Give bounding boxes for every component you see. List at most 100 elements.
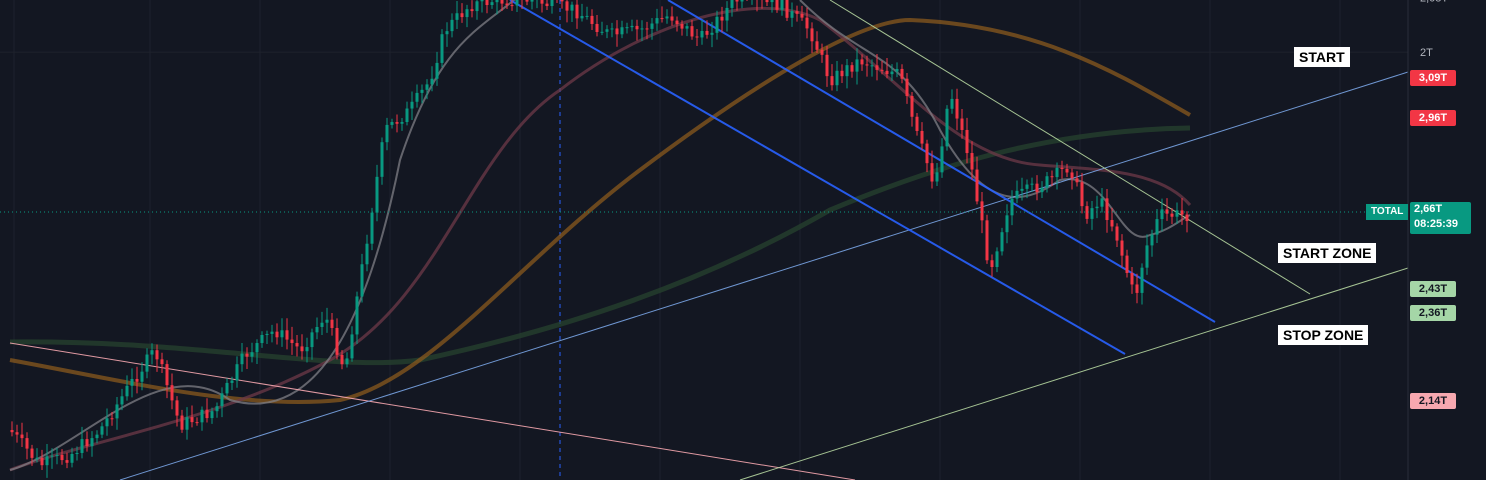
y-tick-label: 2T (1420, 47, 1433, 59)
candle-body (865, 64, 869, 66)
candle-body (100, 426, 104, 435)
candle-body (475, 1, 479, 12)
candle-body (240, 353, 244, 365)
candle-body (995, 251, 999, 268)
candle-body (670, 16, 674, 21)
candle-body (325, 319, 329, 323)
candle-body (330, 319, 334, 328)
candle-body (1020, 188, 1024, 191)
candle-body (620, 27, 624, 35)
candle-body (385, 124, 389, 143)
candle-body (175, 400, 179, 416)
candle-body (625, 27, 629, 29)
candle-body (505, 3, 509, 6)
candle-body (260, 334, 264, 344)
candle-body (880, 69, 884, 71)
candle-body (600, 31, 604, 33)
candle-body (835, 70, 839, 86)
candle-body (1180, 210, 1184, 215)
candle-body (80, 439, 84, 453)
candle-body (1140, 267, 1144, 293)
candle-body (270, 331, 274, 334)
candle-body (420, 89, 424, 93)
candle-body (945, 108, 949, 147)
candle-body (470, 9, 474, 12)
candle-body (630, 25, 634, 28)
candle-body (935, 172, 939, 182)
candle-body (1090, 208, 1094, 219)
candle-body (285, 330, 289, 340)
candle-body (1115, 226, 1119, 241)
candle-body (645, 28, 649, 30)
candle-body (155, 350, 159, 360)
candle-body (1130, 272, 1134, 285)
level-tag-3-09: 3,09T (1410, 70, 1456, 86)
candle-body (875, 65, 879, 70)
candle-body (1150, 234, 1154, 246)
candle-body (140, 371, 144, 382)
ma-slow (9, 17, 1191, 404)
candle-body (65, 460, 69, 463)
candle-body (565, 1, 569, 11)
candle-body (940, 146, 944, 173)
candle-body (360, 264, 364, 297)
candle-body (85, 439, 89, 447)
candle-body (530, 0, 534, 2)
candle-body (280, 330, 284, 338)
candle-body (415, 92, 419, 102)
candle-body (700, 30, 704, 38)
candle-body (810, 28, 814, 42)
candle-body (145, 354, 149, 372)
candle-body (915, 116, 919, 131)
candle-body (250, 352, 254, 357)
candle-body (230, 380, 234, 383)
candle-body (735, 0, 739, 2)
candle-countdown: 08:25:39 (1414, 218, 1459, 230)
candle-body (115, 404, 119, 419)
candle-body (680, 24, 684, 29)
candle-body (970, 153, 974, 170)
start-zone-note[interactable]: START ZONE (1278, 243, 1377, 263)
candle-body (785, 0, 789, 18)
candle-body (1025, 184, 1029, 189)
candle-body (1050, 176, 1054, 178)
candle-body (920, 130, 924, 144)
candle-body (795, 11, 799, 14)
start-note[interactable]: START (1294, 47, 1350, 67)
candle-body (1040, 187, 1044, 193)
candle-body (25, 438, 29, 449)
candle-body (450, 19, 454, 32)
level-tag-2-96: 2,96T (1410, 110, 1456, 126)
candle-body (1080, 182, 1084, 207)
ma-fast (9, 0, 1191, 471)
candle-body (50, 455, 54, 457)
candle-body (1120, 240, 1124, 256)
candle-body (845, 65, 849, 77)
candle-body (1085, 206, 1089, 219)
moving-averages (9, 0, 1192, 472)
candle-body (610, 28, 614, 30)
candle-body (1185, 214, 1189, 222)
candle-body (390, 122, 394, 125)
candle-body (485, 0, 489, 6)
candle-body (910, 96, 914, 117)
candle-body (955, 98, 959, 119)
candle-body (40, 457, 44, 466)
candle-body (45, 456, 49, 466)
candle-body (355, 296, 359, 335)
candle-body (440, 34, 444, 63)
candle-body (495, 0, 499, 3)
candle-body (615, 28, 619, 35)
candle-body (210, 411, 214, 419)
candle-body (660, 18, 664, 20)
y-tick-label: 2,08T (1420, 0, 1448, 5)
candle-body (950, 98, 954, 109)
stop-zone-note[interactable]: STOP ZONE (1278, 325, 1369, 345)
candle-body (635, 25, 639, 30)
candle-body (855, 59, 859, 72)
candle-body (350, 334, 354, 359)
price-axis-ticks: 3,2T3T2,8T2,7T2,58T2,46T2,34T2,26T2,16T2… (1420, 0, 1448, 59)
candle-body (885, 70, 889, 75)
candle-body (740, 0, 744, 2)
